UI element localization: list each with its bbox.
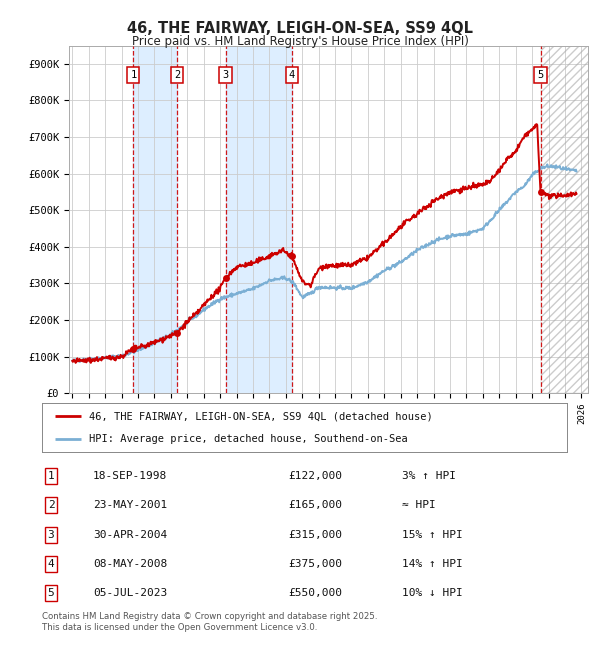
- Text: 15% ↑ HPI: 15% ↑ HPI: [402, 530, 463, 540]
- Text: 2: 2: [47, 500, 55, 510]
- Text: HPI: Average price, detached house, Southend-on-Sea: HPI: Average price, detached house, Sout…: [89, 434, 408, 443]
- Text: £122,000: £122,000: [288, 471, 342, 481]
- Text: 46, THE FAIRWAY, LEIGH-ON-SEA, SS9 4QL (detached house): 46, THE FAIRWAY, LEIGH-ON-SEA, SS9 4QL (…: [89, 411, 433, 421]
- Bar: [226, 46, 292, 393]
- Text: 18-SEP-1998: 18-SEP-1998: [93, 471, 167, 481]
- Text: ≈ HPI: ≈ HPI: [402, 500, 436, 510]
- Text: £315,000: £315,000: [288, 530, 342, 540]
- Text: Contains HM Land Registry data © Crown copyright and database right 2025.
This d: Contains HM Land Registry data © Crown c…: [42, 612, 377, 632]
- Text: 05-JUL-2023: 05-JUL-2023: [93, 588, 167, 598]
- Text: 3% ↑ HPI: 3% ↑ HPI: [402, 471, 456, 481]
- Bar: [541, 46, 590, 393]
- Text: £165,000: £165,000: [288, 500, 342, 510]
- Text: £375,000: £375,000: [288, 559, 342, 569]
- Text: 3: 3: [47, 530, 55, 540]
- Text: 2: 2: [174, 70, 181, 80]
- Text: 30-APR-2004: 30-APR-2004: [93, 530, 167, 540]
- Text: 23-MAY-2001: 23-MAY-2001: [93, 500, 167, 510]
- Bar: [133, 46, 177, 393]
- Text: £550,000: £550,000: [288, 588, 342, 598]
- Text: 08-MAY-2008: 08-MAY-2008: [93, 559, 167, 569]
- Text: 3: 3: [223, 70, 229, 80]
- Text: 5: 5: [538, 70, 544, 80]
- Text: 14% ↑ HPI: 14% ↑ HPI: [402, 559, 463, 569]
- Text: 4: 4: [47, 559, 55, 569]
- Text: 5: 5: [47, 588, 55, 598]
- Text: 46, THE FAIRWAY, LEIGH-ON-SEA, SS9 4QL: 46, THE FAIRWAY, LEIGH-ON-SEA, SS9 4QL: [127, 21, 473, 36]
- Text: 4: 4: [289, 70, 295, 80]
- Text: 1: 1: [47, 471, 55, 481]
- Text: 1: 1: [130, 70, 137, 80]
- Bar: [541, 46, 590, 393]
- Text: 10% ↓ HPI: 10% ↓ HPI: [402, 588, 463, 598]
- Text: Price paid vs. HM Land Registry's House Price Index (HPI): Price paid vs. HM Land Registry's House …: [131, 35, 469, 48]
